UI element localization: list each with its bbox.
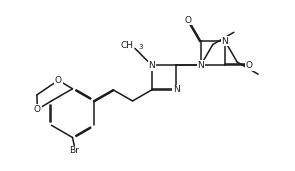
- Text: 3: 3: [139, 44, 143, 50]
- Text: CH: CH: [120, 41, 133, 50]
- Text: O: O: [246, 61, 253, 70]
- Text: O: O: [55, 76, 62, 85]
- Text: O: O: [34, 105, 41, 114]
- Text: N: N: [222, 37, 228, 46]
- Text: N: N: [173, 85, 180, 94]
- Text: N: N: [197, 61, 204, 70]
- Text: N: N: [149, 61, 155, 70]
- Text: Br: Br: [70, 146, 79, 155]
- Text: O: O: [185, 16, 192, 25]
